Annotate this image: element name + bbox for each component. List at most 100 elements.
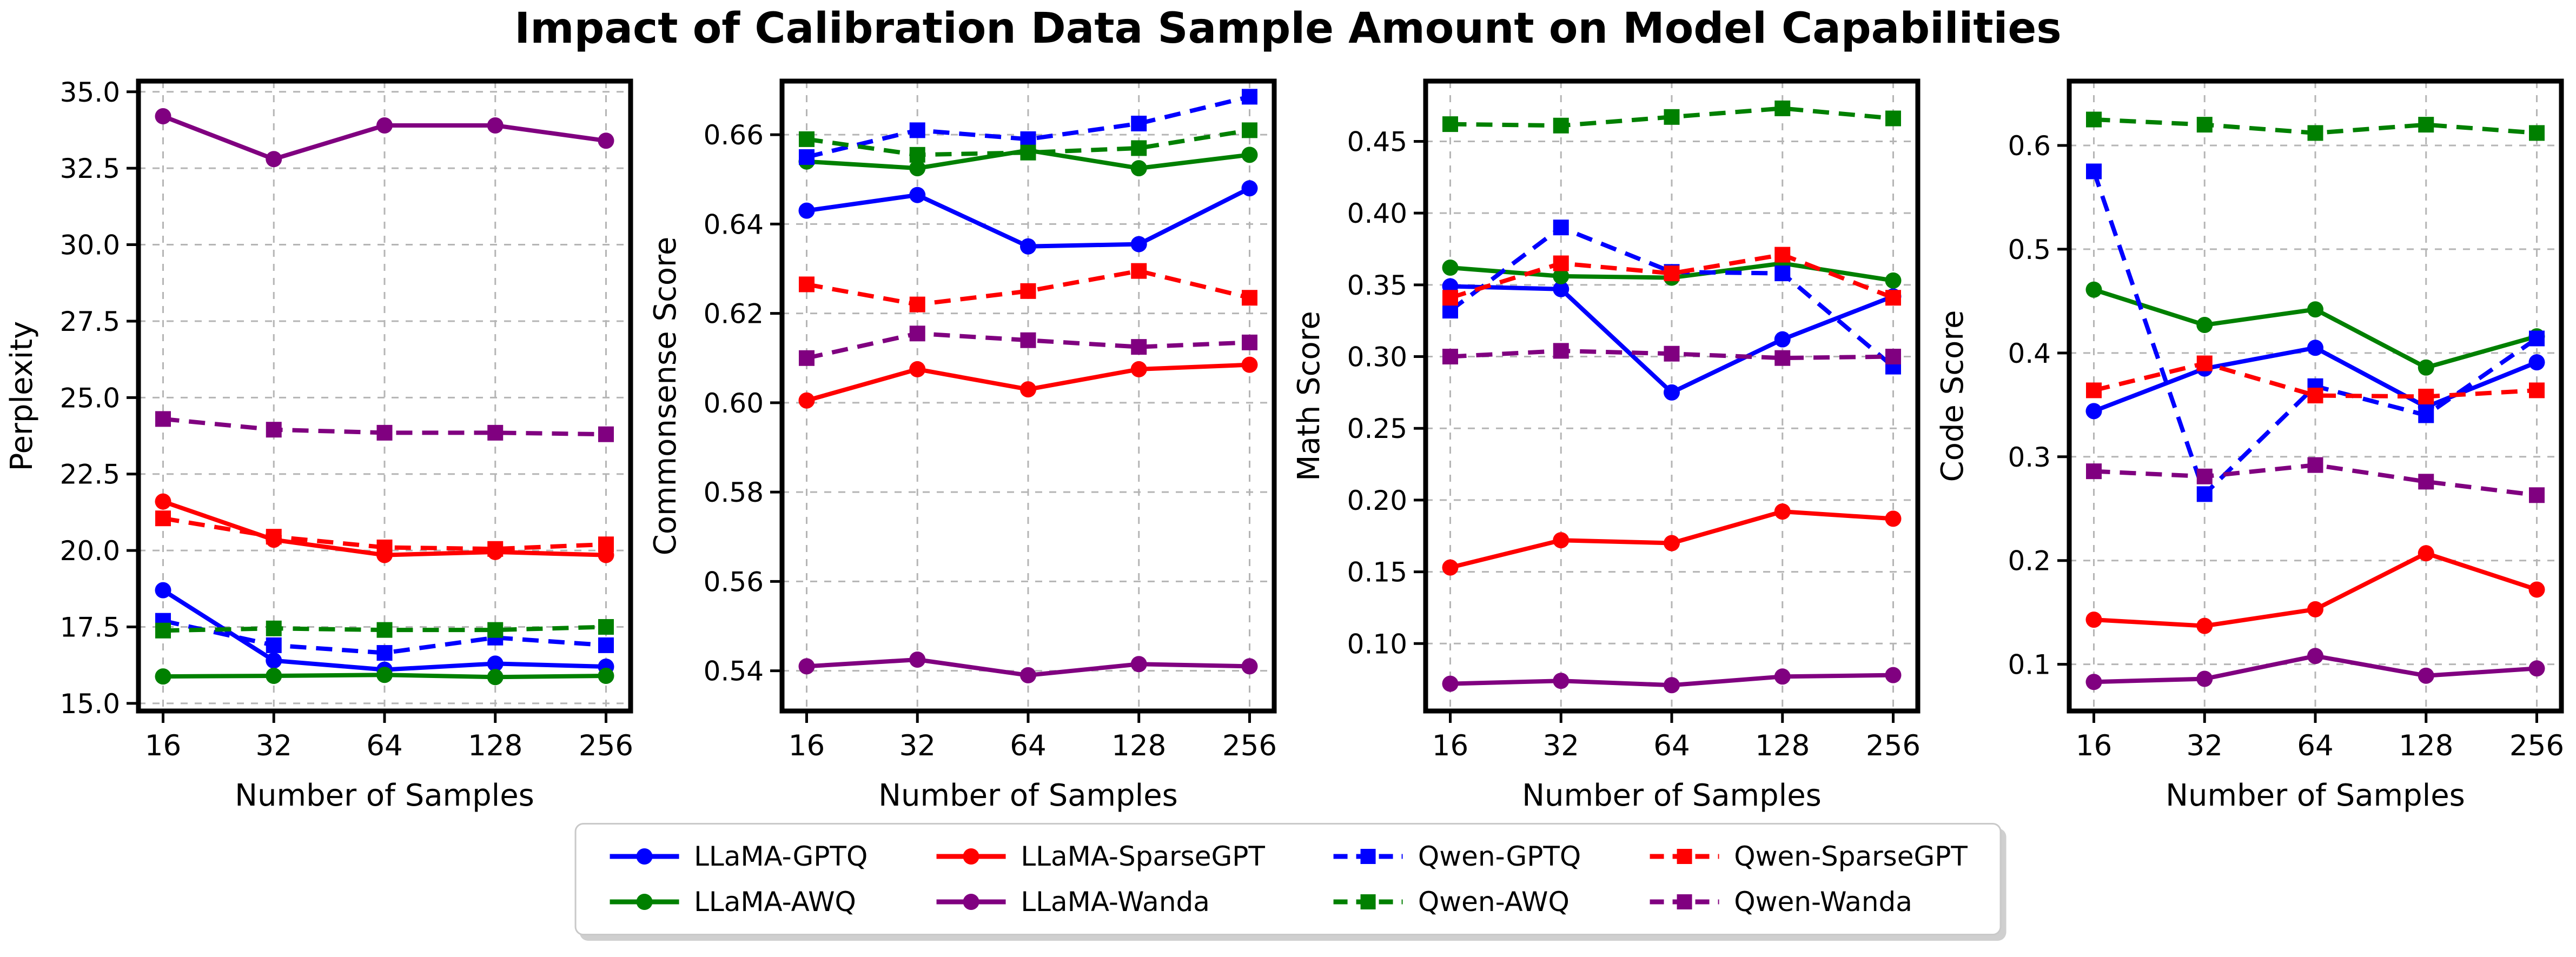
data-point-llama-wanda — [2196, 670, 2213, 687]
y-tick-label: 27.5 — [60, 306, 120, 337]
data-point-qwen-gptq — [2529, 330, 2545, 347]
legend-item-label: LLaMA-Wanda — [1021, 886, 1210, 918]
x-tick-label: 16 — [1432, 729, 1468, 762]
data-point-llama-gptq — [1241, 180, 1258, 197]
data-point-llama-awq — [2418, 359, 2434, 376]
math-chart-canvas: 0.10 0.15 0.20 0.25 0.30 0.35 0.40 0.45 16 32 64 12… — [1292, 78, 1921, 813]
x-tick-label: 32 — [2187, 729, 2223, 762]
legend-item-llama-awq: LLaMA-AWQ — [608, 886, 868, 918]
data-point-qwen-gptq — [2086, 163, 2102, 180]
figure-title: Impact of Calibration Data Sample Amount… — [514, 4, 2062, 53]
data-point-llama-awq — [2085, 281, 2102, 298]
data-point-llama-wanda — [2528, 660, 2545, 677]
data-point-qwen-sparsegpt — [1553, 255, 1569, 271]
y-tick-label: 0.35 — [1347, 270, 1407, 301]
series-line-qwen-gptq — [1449, 225, 1895, 369]
data-point-llama-gptq — [487, 655, 504, 672]
legend-item-label: LLaMA-AWQ — [694, 886, 856, 918]
legend-item-label: Qwen-AWQ — [1418, 886, 1570, 918]
data-point-qwen-sparsegpt — [2418, 388, 2434, 404]
data-point-llama-awq — [2307, 301, 2323, 318]
x-tick-label: 64 — [2297, 729, 2333, 762]
data-point-llama-wanda — [487, 117, 504, 134]
data-point-qwen-sparsegpt — [376, 539, 393, 555]
data-point-llama-wanda — [1553, 673, 1570, 689]
data-point-llama-wanda — [266, 151, 282, 168]
y-tick-label: 0.3 — [2008, 442, 2051, 473]
series-line-qwen-gptq — [806, 95, 1250, 160]
data-point-llama-sparsegpt — [1774, 503, 1791, 520]
data-point-llama-gptq — [155, 582, 171, 599]
data-point-llama-sparsegpt — [1241, 356, 1258, 373]
series-line-qwen-gptq — [162, 619, 606, 655]
data-point-llama-gptq — [2528, 354, 2545, 371]
y-tick-label: 35.0 — [60, 77, 120, 108]
data-point-qwen-gptq — [799, 149, 814, 165]
data-point-qwen-awq — [1020, 144, 1036, 161]
x-tick-label: 16 — [789, 729, 825, 762]
data-point-llama-gptq — [2307, 340, 2323, 356]
legend-box: LLaMA-GPTQ LLaMA-SparseGPT Qwen-GPTQ Qwen-S… — [574, 823, 2002, 935]
series-line-qwen-sparsegpt — [806, 269, 1250, 307]
data-point-qwen-sparsegpt — [1442, 290, 1458, 306]
data-point-llama-gptq — [266, 652, 282, 669]
data-point-llama-awq — [598, 667, 614, 684]
data-point-llama-sparsegpt — [1442, 559, 1459, 576]
data-point-qwen-sparsegpt — [1020, 283, 1036, 299]
x-tick-label: 64 — [1010, 729, 1046, 762]
dashed-square-marker-icon — [1333, 849, 1403, 864]
data-point-llama-awq — [1553, 268, 1570, 284]
data-point-llama-awq — [266, 667, 282, 684]
data-point-llama-wanda — [798, 658, 815, 675]
data-point-llama-awq — [1241, 147, 1258, 163]
data-point-llama-gptq — [798, 202, 815, 219]
data-point-llama-sparsegpt — [1130, 361, 1147, 377]
data-point-llama-gptq — [1130, 236, 1147, 252]
data-point-qwen-gptq — [1774, 265, 1791, 282]
data-point-llama-wanda — [2307, 648, 2323, 664]
series-line-qwen-sparsegpt — [2093, 361, 2537, 399]
legend-item-label: LLaMA-GPTQ — [694, 841, 868, 872]
data-point-qwen-sparsegpt — [266, 529, 282, 545]
data-point-qwen-sparsegpt — [598, 536, 614, 553]
data-point-llama-wanda — [376, 117, 393, 134]
data-point-qwen-awq — [1242, 122, 1257, 138]
x-tick-label: 128 — [2399, 729, 2453, 762]
x-axis-label: Number of Samples — [1522, 778, 1822, 813]
legend-item-llama-wanda: LLaMA-Wanda — [935, 886, 1265, 918]
data-point-qwen-awq — [1664, 109, 1680, 125]
data-point-qwen-sparsegpt — [2196, 355, 2213, 371]
data-point-qwen-sparsegpt — [909, 296, 925, 313]
x-tick-label: 128 — [468, 729, 522, 762]
data-point-llama-awq — [487, 669, 504, 686]
data-point-qwen-wanda — [2307, 457, 2323, 473]
data-point-qwen-wanda — [266, 422, 282, 438]
data-point-llama-sparsegpt — [1553, 532, 1570, 549]
legend-item-qwen-wanda: Qwen-Wanda — [1648, 886, 1968, 918]
data-point-qwen-wanda — [2529, 487, 2545, 503]
data-point-qwen-sparsegpt — [1885, 290, 1901, 306]
data-point-llama-wanda — [2418, 667, 2434, 684]
data-point-qwen-awq — [266, 620, 282, 636]
y-tick-label: 0.25 — [1347, 413, 1407, 444]
y-tick-label: 0.4 — [2008, 338, 2051, 369]
data-point-llama-awq — [909, 160, 926, 177]
data-point-qwen-gptq — [598, 637, 614, 653]
x-axis-label: Number of Samples — [235, 778, 534, 813]
data-point-qwen-gptq — [1553, 220, 1569, 236]
data-point-qwen-awq — [376, 622, 393, 638]
y-axis-label: Commonsense Score — [648, 237, 683, 556]
chart-row: 15.0 17.5 20.0 22.5 25.0 27.5 30.0 32.5 35.0 16 32… — [1, 73, 2575, 819]
data-point-llama-gptq — [1664, 384, 1680, 401]
y-tick-label: 0.10 — [1347, 628, 1407, 660]
data-point-qwen-wanda — [598, 426, 614, 442]
data-point-qwen-awq — [1885, 110, 1901, 127]
data-point-llama-wanda — [909, 651, 926, 668]
data-point-llama-awq — [1885, 272, 1902, 289]
data-point-qwen-wanda — [1885, 349, 1901, 365]
y-tick-label: 0.20 — [1347, 485, 1407, 516]
subplot-perplexity: 15.0 17.5 20.0 22.5 25.0 27.5 30.0 32.5 35.0 16 32… — [1, 73, 644, 819]
y-axis-label: Math Score — [1292, 311, 1327, 481]
data-point-qwen-sparsegpt — [2529, 382, 2545, 398]
data-point-llama-awq — [376, 667, 393, 683]
